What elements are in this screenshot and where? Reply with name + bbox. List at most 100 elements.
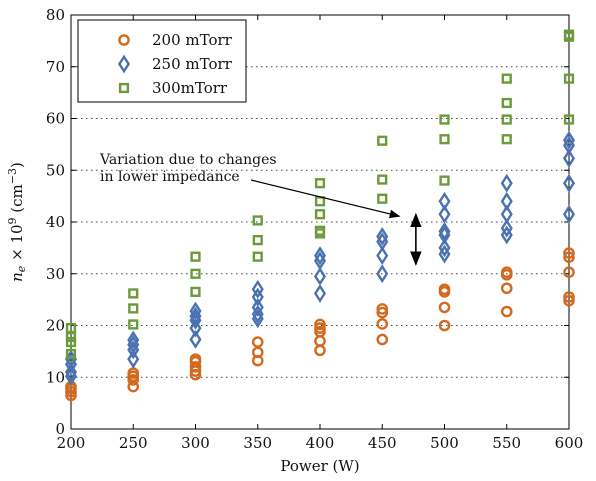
legend: 200 mTorr 250 mTorr 300mTorr (77, 19, 247, 103)
data-point (501, 134, 512, 145)
y-tick-label: 20 (46, 317, 65, 335)
y-label-mid: × 10 (8, 224, 26, 265)
data-point (251, 297, 264, 317)
data-point (252, 235, 263, 246)
x-tick-label: 200 (57, 434, 86, 452)
data-point (376, 246, 389, 266)
x-tick-label: 400 (306, 434, 335, 452)
data-point (251, 279, 264, 299)
y-label-sub: e (15, 265, 28, 272)
data-point (501, 114, 512, 125)
data-point (438, 204, 451, 224)
x-tick-label: 450 (368, 434, 397, 452)
legend-label: 200 mTorr (152, 31, 233, 49)
data-point (376, 333, 389, 346)
data-point (127, 349, 140, 369)
y-tick-label: 70 (46, 58, 65, 76)
y-label-unit-open: (cm (8, 184, 26, 217)
x-tick-label: 550 (492, 434, 521, 452)
data-point (251, 336, 264, 348)
y-label-sup: 9 (6, 217, 19, 224)
y-label-unit-close: ) (8, 162, 26, 168)
legend-marker (118, 82, 130, 94)
data-point (252, 215, 263, 226)
data-point (252, 251, 263, 262)
annotation-text: Variation due to changes (99, 152, 277, 168)
data-point (313, 266, 327, 286)
y-label-base: n (8, 272, 26, 282)
grid-lines (71, 66, 569, 378)
x-tick-label: 300 (181, 434, 210, 452)
data-point (563, 251, 575, 263)
data-point (128, 303, 139, 314)
data-point (189, 301, 202, 321)
y-tick-label: 60 (46, 110, 65, 128)
series-circle (65, 247, 575, 402)
data-point (563, 266, 575, 278)
data-point (438, 191, 451, 211)
y-tick-label: 10 (46, 368, 65, 386)
data-point (190, 268, 201, 279)
x-tick-label: 600 (555, 434, 584, 452)
data-point (377, 135, 388, 146)
data-point (500, 173, 513, 193)
data-point (439, 134, 450, 145)
data-point (376, 264, 389, 284)
y-axis-label: ne × 109 (cm−3) (6, 162, 28, 282)
x-tick-label: 500 (430, 434, 459, 452)
data-point (376, 306, 389, 319)
data-point (190, 251, 201, 262)
y-tick-label: 80 (46, 6, 65, 24)
data-point (500, 282, 513, 295)
legend-label: 300mTorr (152, 79, 228, 97)
data-point (438, 238, 451, 258)
data-point (439, 114, 450, 125)
data-point (65, 336, 77, 348)
data-point (376, 318, 389, 330)
data-point (314, 225, 326, 236)
data-point (128, 319, 139, 330)
y-tick-label: 40 (46, 213, 65, 231)
data-point (314, 325, 326, 338)
data-point (563, 247, 575, 259)
data-point (251, 287, 264, 307)
legend-marker (117, 54, 131, 74)
x-tick-label: 350 (243, 434, 272, 452)
data-point (65, 348, 77, 360)
y-tick-label: 50 (46, 161, 65, 179)
data-point (562, 148, 576, 168)
data-point (438, 319, 451, 332)
data-point (563, 73, 575, 84)
annotation-arrow (250, 179, 401, 219)
y-tick-label: 30 (46, 265, 65, 283)
data-point (189, 361, 202, 373)
data-point (314, 178, 326, 189)
data-point (189, 353, 202, 365)
data-point (501, 97, 512, 109)
data-point (438, 221, 451, 241)
series-diamond (64, 130, 576, 386)
data-point (376, 303, 389, 315)
data-point (501, 73, 512, 84)
data-point (189, 318, 202, 338)
data-point (500, 204, 513, 224)
legend-label: 250 mTorr (152, 55, 233, 73)
data-point (563, 291, 575, 303)
data-point (439, 175, 450, 186)
annotation-text: in lower impedance (100, 169, 240, 185)
data-point (500, 305, 513, 318)
data-point (562, 204, 576, 224)
data-point (500, 218, 513, 238)
data-point (563, 29, 575, 40)
data-point (127, 330, 140, 350)
data-point (314, 209, 326, 220)
data-point (438, 301, 451, 314)
axis-ticks: 0 10 20 30 40 50 60 70 80 200 250 300 350 400 450 500 55… (46, 6, 583, 452)
data-point (500, 266, 513, 278)
data-point (563, 294, 575, 307)
data-point (127, 374, 140, 386)
y-tick-label: 0 (55, 420, 65, 438)
y-label-unit-sup: −3 (6, 168, 19, 184)
